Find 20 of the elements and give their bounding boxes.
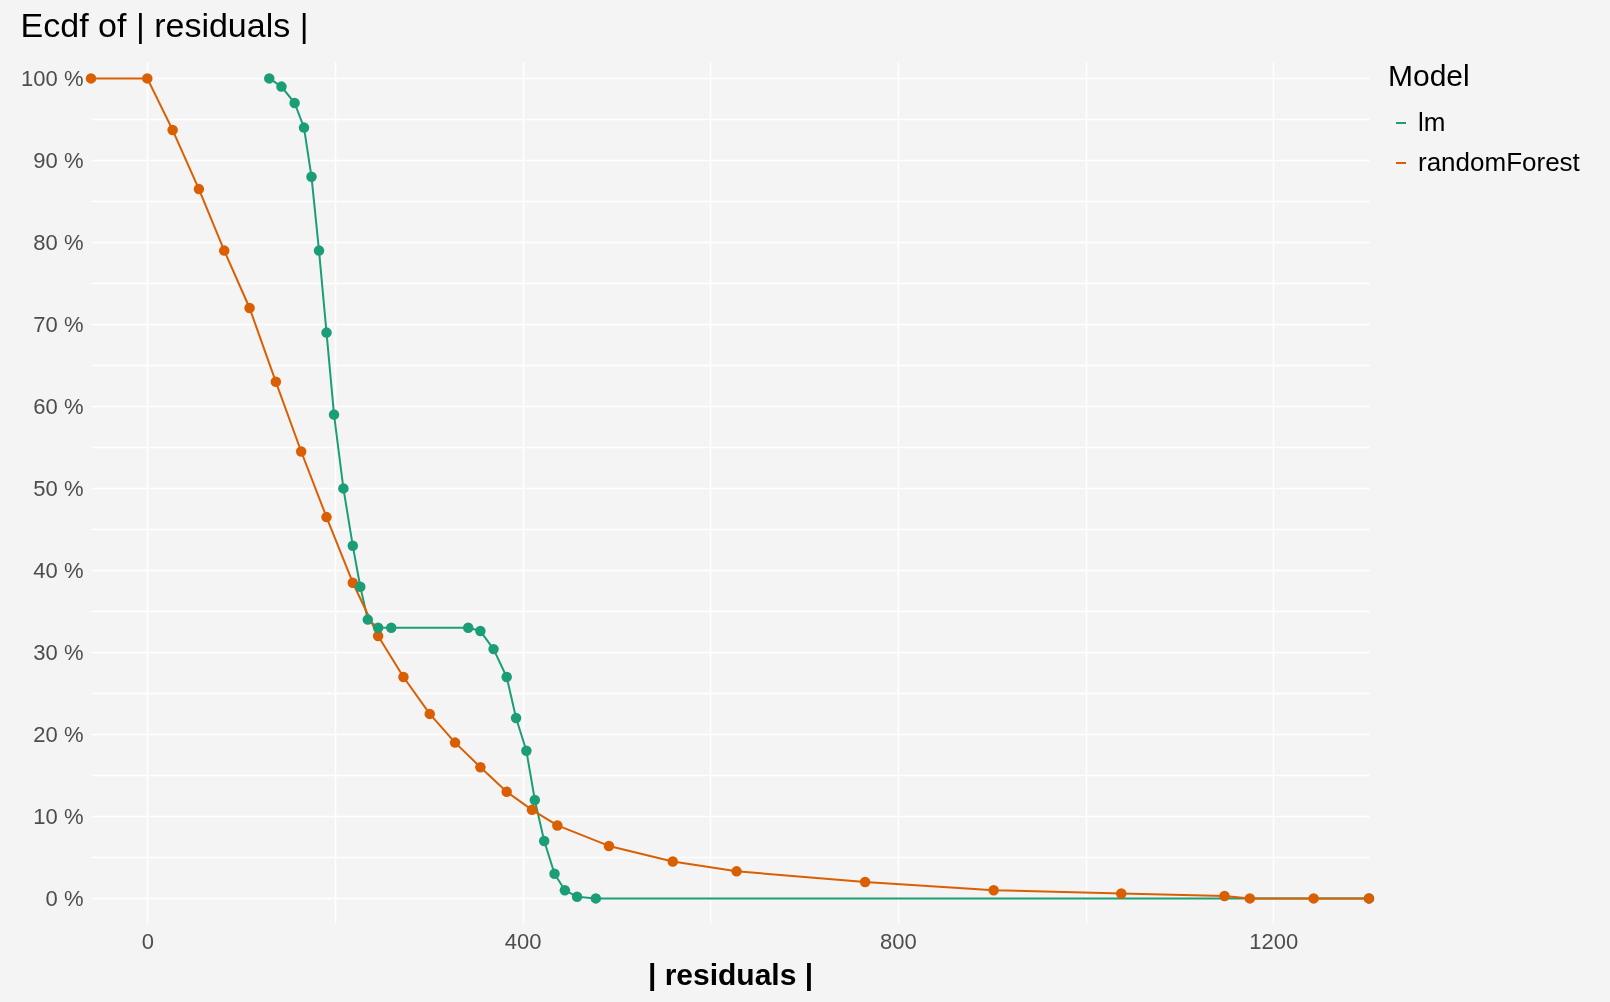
x-tick-label: 800 <box>880 928 917 954</box>
legend-label: lm <box>1418 107 1446 137</box>
y-tick-label: 40 % <box>33 557 84 583</box>
y-tick-label: 70 % <box>33 311 84 337</box>
y-tick-label: 50 % <box>33 475 84 501</box>
chart-title: Ecdf of | residuals | <box>20 6 309 44</box>
y-tick-label: 90 % <box>33 147 84 173</box>
y-tick-label: 10 % <box>33 803 84 829</box>
y-tick-label: 60 % <box>33 393 84 419</box>
x-tick-label: 0 <box>141 928 154 954</box>
legend-label: randomForest <box>1418 147 1581 177</box>
y-tick-label: 20 % <box>33 721 84 747</box>
x-axis-title: | residuals | <box>647 957 814 991</box>
x-tick-label: 1200 <box>1249 928 1299 954</box>
y-tick-label: 0 % <box>45 885 84 911</box>
y-tick-label: 30 % <box>33 639 84 665</box>
y-tick-label: 80 % <box>33 229 84 255</box>
y-tick-label: 100 % <box>21 65 84 91</box>
x-tick-label: 400 <box>504 928 542 954</box>
legend-title: Model <box>1388 59 1470 92</box>
